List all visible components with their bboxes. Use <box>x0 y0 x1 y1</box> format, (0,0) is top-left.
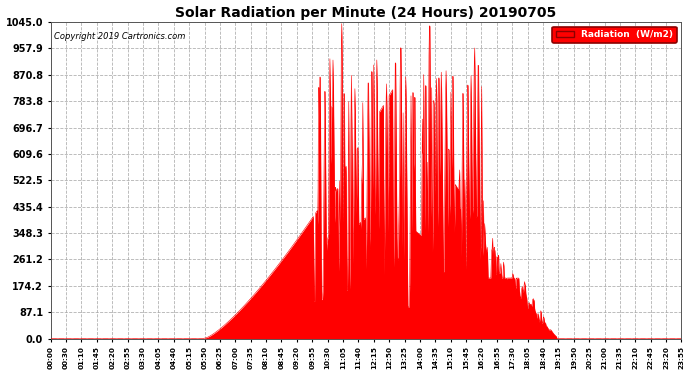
Legend: Radiation  (W/m2): Radiation (W/m2) <box>553 27 677 43</box>
Title: Solar Radiation per Minute (24 Hours) 20190705: Solar Radiation per Minute (24 Hours) 20… <box>175 6 557 20</box>
Text: Copyright 2019 Cartronics.com: Copyright 2019 Cartronics.com <box>54 32 185 40</box>
